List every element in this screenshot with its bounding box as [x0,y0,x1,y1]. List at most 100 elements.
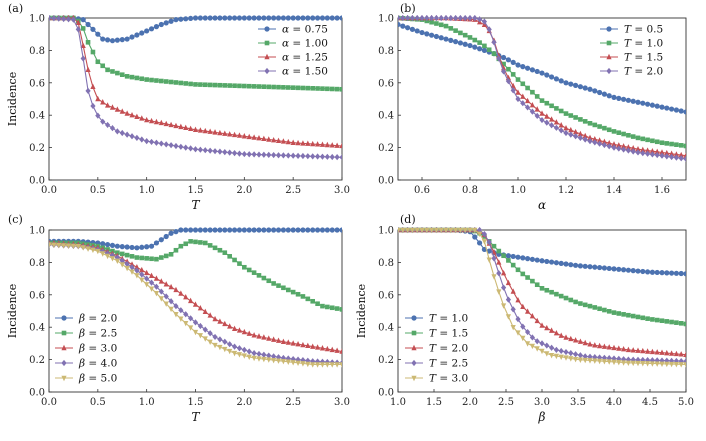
data-point [678,321,684,326]
data-point [271,15,277,21]
data-point [577,84,584,90]
data-point [251,332,257,338]
data-point [611,94,617,100]
legend-marker [411,344,417,351]
legend-value: = 0.75 [289,24,328,36]
data-point [329,227,335,233]
x-tick-label: 0.8 [462,185,478,196]
data-point [207,15,213,21]
data-point [616,95,622,101]
data-point [414,227,420,234]
data-point [275,358,282,364]
data-point [630,145,636,151]
data-point [339,348,342,354]
data-point [678,362,684,368]
data-point [148,117,155,124]
y-tick-label: 0.8 [29,258,45,269]
legend-marker [61,375,67,382]
data-point [139,277,145,284]
data-point [295,356,301,363]
data-point [467,15,473,22]
data-point [251,134,257,140]
y-tick-label: 0.2 [378,355,394,366]
data-point [654,361,660,367]
data-point [505,296,511,303]
data-point [271,281,276,286]
data-point [597,306,602,312]
data-point [640,268,646,275]
data-point [290,139,296,145]
data-point [295,15,301,21]
data-point [683,109,686,115]
data-point [144,116,150,123]
data-point [290,15,296,21]
data-point [202,240,208,246]
data-point [477,16,483,23]
data-point [212,129,218,135]
data-point [582,132,588,139]
legend-marker [61,359,67,367]
data-point [525,341,531,347]
data-point [75,244,81,250]
data-point [139,244,145,250]
x-tick-label: 0.0 [41,185,57,196]
data-point [324,141,330,148]
data-point [242,264,247,270]
data-point [256,333,262,339]
data-point [202,336,208,342]
data-point [192,15,199,21]
legend-entry: β = 5.0 [78,373,117,385]
data-point [163,79,169,84]
data-point [505,78,511,85]
data-point [510,325,516,331]
data-point [134,75,140,81]
data-point [275,152,282,159]
data-point [85,21,91,28]
data-point [285,85,291,90]
data-point [246,133,252,140]
data-point [183,311,189,318]
data-point [85,246,91,252]
data-point [506,258,511,263]
data-point [678,155,684,162]
data-point [246,151,252,158]
data-point [563,334,569,340]
data-point [241,227,247,233]
data-point [549,352,555,359]
data-point [188,297,194,304]
data-point [134,134,140,141]
data-point [51,15,57,22]
data-point [329,305,335,311]
data-point [544,119,550,126]
data-point [173,312,179,318]
legend-marker [606,53,612,60]
data-point [601,359,607,365]
legend-entry: T = 2.0 [624,66,663,78]
data-point [601,91,608,97]
data-point [178,316,184,322]
data-point [654,357,660,364]
data-point [630,313,636,319]
data-point [100,251,106,257]
data-point [300,85,306,91]
data-point [188,15,194,22]
data-point [236,352,243,358]
x-tick-label: 2.5 [285,185,301,196]
data-point [85,66,91,73]
data-point [510,87,516,94]
legend-entry: α = 0.75 [282,24,328,36]
data-point [553,76,560,82]
legend: β = 2.0β = 2.5β = 3.0β = 4.0β = 5.0 [55,313,117,385]
data-point [256,356,262,362]
data-point [664,270,670,276]
data-point [664,105,670,111]
data-point [305,153,311,160]
data-point [202,308,208,315]
data-point [183,241,189,247]
data-point [674,320,679,325]
legend-value: = 5.0 [85,373,117,385]
data-point [568,350,574,357]
data-point [539,348,545,355]
data-point [582,339,588,346]
